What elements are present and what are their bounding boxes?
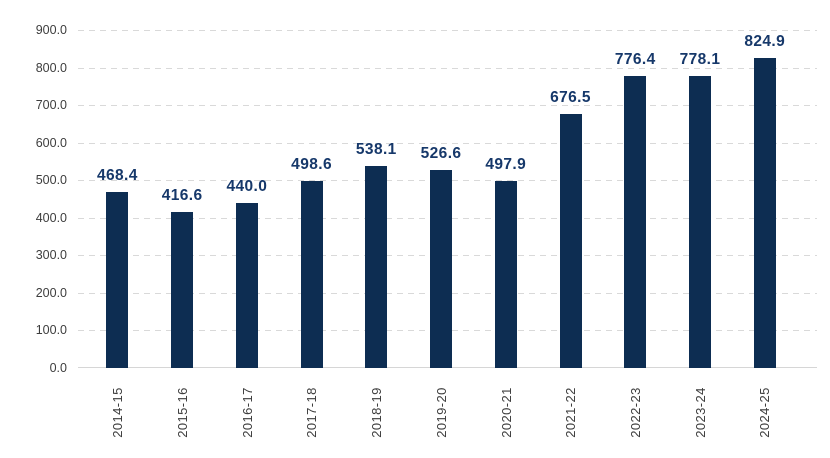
bars-layer: 468.4 416.6 440.0 498.6 538.1 526.6 497.9 676.5…: [85, 30, 797, 368]
bar: [300, 180, 323, 368]
y-axis-tick-label: 200.0: [35, 286, 67, 300]
bar-value-label: 526.6: [420, 145, 462, 163]
x-axis-tick-label: 2015-16: [174, 386, 190, 438]
x-axis-tick-label: 2014-15: [109, 386, 125, 438]
bar: [753, 58, 776, 368]
bar-value-label: 676.5: [550, 88, 591, 106]
x-axis-tick: 2016-17: [214, 381, 279, 443]
bar-group: 498.6: [279, 30, 344, 368]
bar-group: 824.9: [732, 30, 797, 368]
bar-value-label: 498.6: [291, 155, 332, 173]
x-axis-tick: 2022-23: [603, 381, 668, 443]
x-axis-tick: 2020-21: [473, 381, 538, 443]
x-axis-tick-label: 2020-21: [498, 386, 514, 438]
y-axis-tick-label: 900.0: [35, 23, 67, 37]
x-axis-tick: 2014-15: [85, 381, 150, 443]
bar: [171, 211, 194, 368]
gridline: [78, 143, 817, 144]
bar: [430, 170, 453, 368]
x-axis-tick: 2021-22: [538, 381, 603, 443]
bar-group: 778.1: [668, 30, 733, 368]
bar-group: 440.0: [214, 30, 279, 368]
bar: [235, 202, 258, 368]
y-axis-tick-label: 0.0: [49, 361, 67, 375]
bar-value-label: 538.1: [355, 140, 397, 158]
bar: [624, 76, 647, 368]
y-axis-tick-label: 700.0: [35, 98, 67, 112]
y-axis-tick-label: 300.0: [35, 248, 67, 262]
bar-value-label: 497.9: [485, 156, 527, 173]
gridline: [78, 68, 817, 69]
bar-value-label: 416.6: [161, 186, 203, 204]
x-axis-tick: 2018-19: [344, 381, 409, 443]
x-axis-tick-label: 2024-25: [757, 386, 773, 438]
bar-value-label: 440.0: [226, 177, 268, 195]
bar-value-label: 824.9: [744, 33, 786, 51]
bar: [688, 75, 711, 368]
bar-value-label: 778.1: [679, 50, 721, 68]
bar: [106, 192, 129, 368]
gridline: [78, 30, 817, 31]
gridline: [78, 105, 817, 106]
x-axis-tick: 2017-18: [279, 381, 344, 443]
x-axis-labels: 2014-15 2015-16 2016-17 2017-18 2018-19 2019-…: [85, 381, 797, 443]
bar: [365, 165, 388, 368]
x-axis-tick-label: 2022-23: [627, 386, 643, 438]
x-axis-tick-label: 2021-22: [563, 386, 579, 438]
x-axis-tick: 2015-16: [150, 381, 215, 443]
bar-group: 526.6: [409, 30, 474, 368]
bar: [494, 181, 517, 368]
x-axis-tick-label: 2017-18: [304, 386, 320, 438]
bar-group: 497.9: [473, 30, 538, 368]
x-axis-tick: 2019-20: [409, 381, 474, 443]
bar-group: 538.1: [344, 30, 409, 368]
bar-value-label: 776.4: [614, 51, 656, 69]
bar-group: 776.4: [603, 30, 668, 368]
x-axis-tick-label: 2023-24: [692, 386, 708, 438]
bar-group: 468.4: [85, 30, 150, 368]
y-axis-tick-label: 500.0: [35, 173, 67, 187]
x-axis-tick-label: 2018-19: [368, 386, 384, 438]
y-axis-tick-label: 100.0: [35, 323, 67, 337]
x-axis-tick: 2024-25: [732, 381, 797, 443]
bar: [559, 113, 582, 368]
y-axis-labels: 0.0 100.0 200.0 300.0 400.0 500.0 600.0 700.0 80…: [0, 0, 67, 458]
y-axis-tick-label: 600.0: [35, 136, 67, 150]
bar-value-label: 468.4: [96, 167, 138, 185]
x-axis-tick: 2023-24: [668, 381, 733, 443]
x-axis-tick-label: 2016-17: [239, 386, 255, 438]
bar-group: 676.5: [538, 30, 603, 368]
bar-group: 416.6: [150, 30, 215, 368]
x-axis-tick-label: 2019-20: [433, 386, 449, 438]
y-axis-tick-label: 400.0: [35, 211, 67, 225]
y-axis-tick-label: 800.0: [35, 61, 67, 75]
